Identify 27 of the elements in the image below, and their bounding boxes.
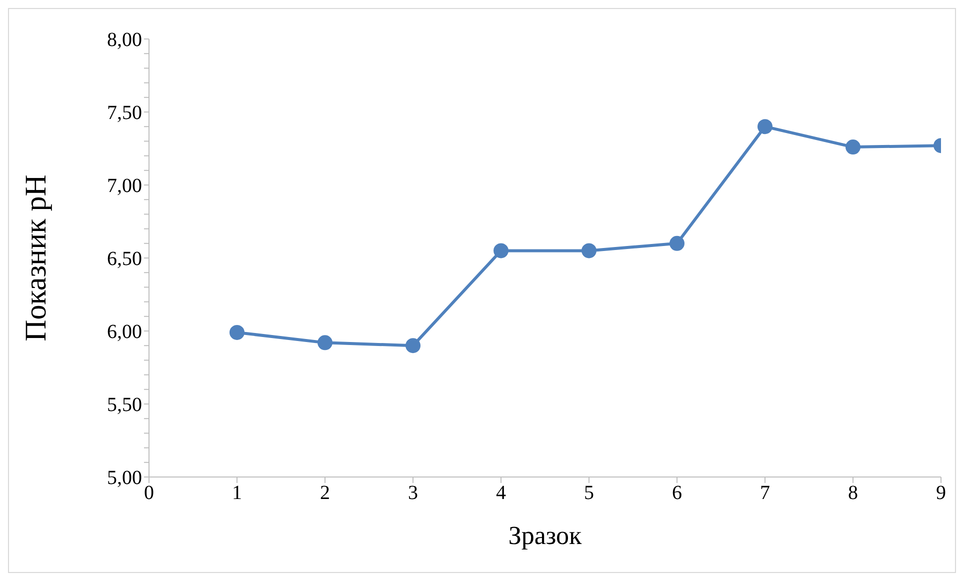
point bbox=[318, 335, 332, 350]
y-tick-label: 5,00 bbox=[107, 467, 142, 490]
y-tick-label: 7,50 bbox=[107, 102, 142, 124]
point bbox=[230, 324, 244, 340]
x-tick-label: 6 bbox=[672, 482, 682, 504]
y-tick-label: 8,00 bbox=[107, 29, 142, 52]
point bbox=[582, 243, 596, 258]
x-tick-label: 0 bbox=[144, 482, 154, 504]
x-tick-label: 1 bbox=[232, 482, 242, 504]
point bbox=[758, 119, 772, 134]
x-tick-label: 8 bbox=[848, 482, 858, 504]
y-tick-label: 5,50 bbox=[107, 394, 142, 416]
point bbox=[846, 140, 860, 155]
x-tick-label: 3 bbox=[408, 482, 418, 504]
x-tick-label: 9 bbox=[936, 482, 946, 504]
point bbox=[670, 236, 684, 251]
y-tick-label: 6,00 bbox=[107, 321, 142, 344]
x-tick-label: 4 bbox=[496, 482, 506, 504]
y-tick-label: 7,00 bbox=[107, 175, 142, 198]
y-tick-label: 6,50 bbox=[107, 248, 142, 270]
x-tick-label: 5 bbox=[584, 482, 594, 504]
y-axis-title: Показник pH bbox=[20, 174, 53, 342]
x-tick-label: 7 bbox=[760, 482, 770, 504]
point bbox=[494, 243, 508, 258]
point bbox=[406, 338, 420, 354]
x-tick-label: 2 bbox=[320, 482, 330, 504]
x-axis-title: Зразок bbox=[508, 521, 582, 550]
